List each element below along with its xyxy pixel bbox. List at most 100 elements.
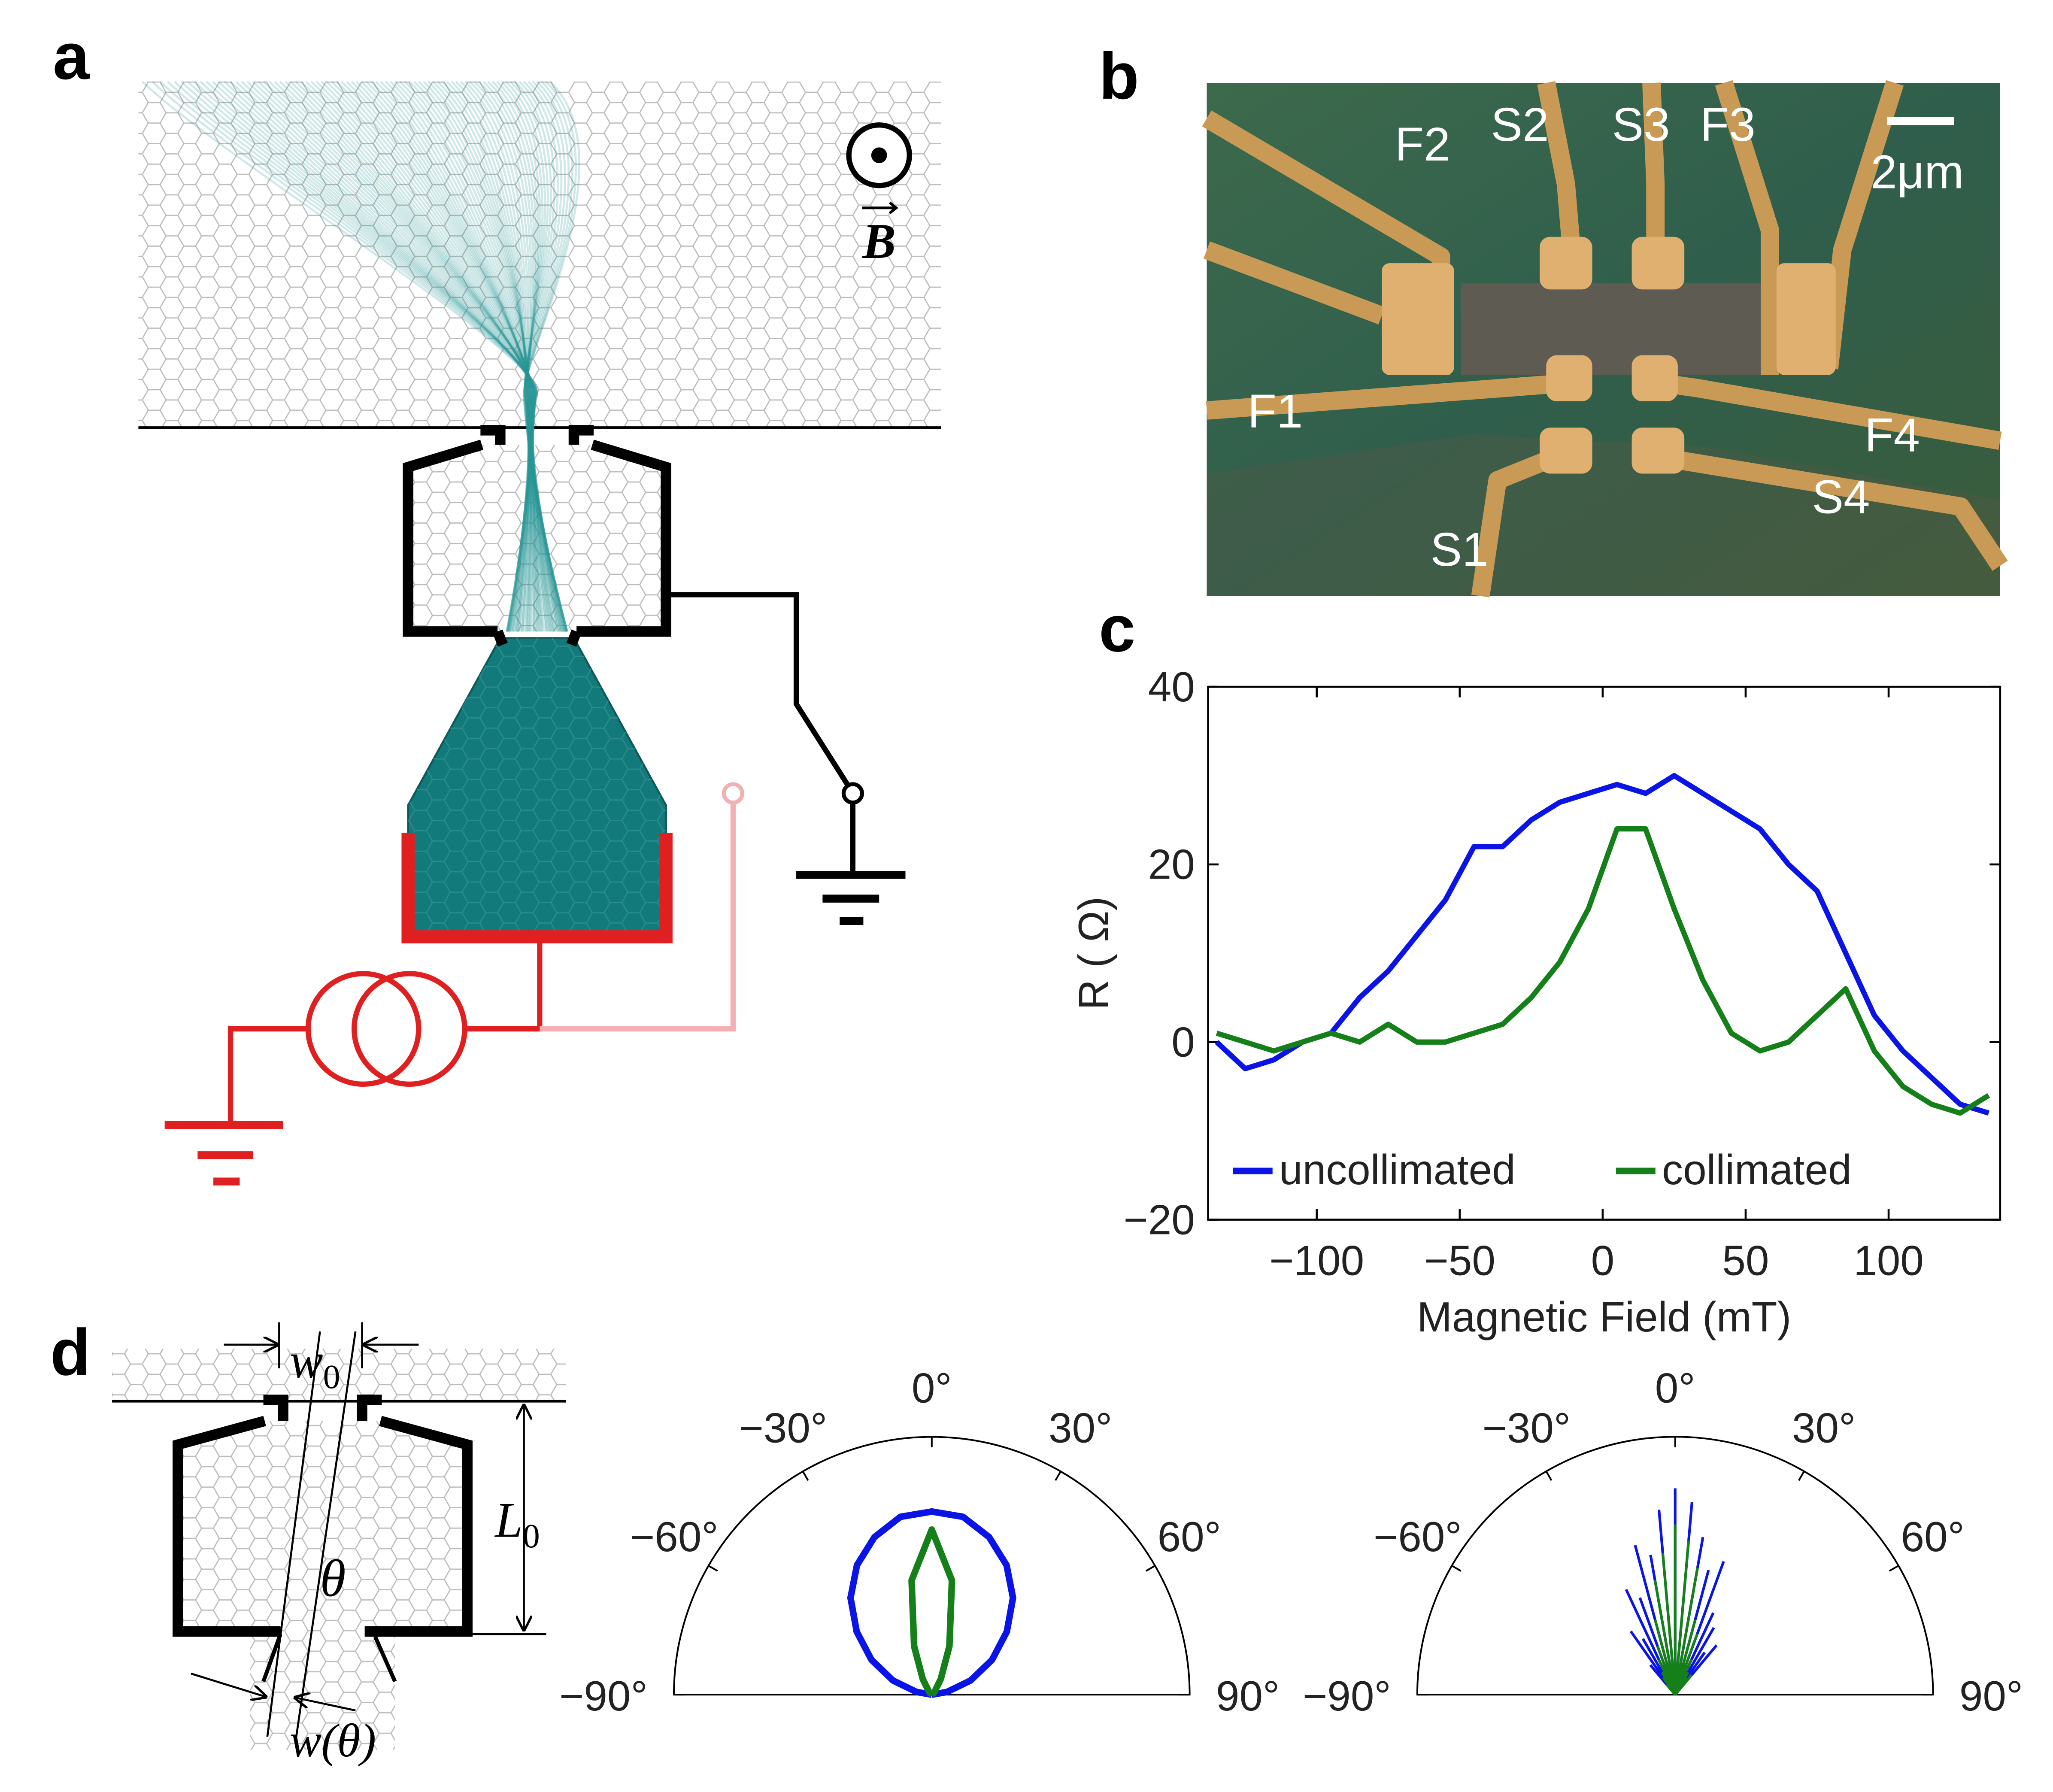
trajectory — [290, 81, 534, 632]
current-source — [351, 971, 467, 1087]
y-tick-label: 40 — [1148, 663, 1195, 710]
spike — [1674, 1567, 1699, 1695]
terminal — [722, 782, 744, 805]
panel-label: c — [1099, 592, 1135, 665]
ground — [796, 871, 906, 925]
contact-label: S4 — [1812, 470, 1870, 523]
wire — [227, 937, 543, 1125]
trajectory — [279, 81, 542, 632]
l0-sub: 0 — [523, 1517, 540, 1555]
collimator-hook — [263, 1395, 288, 1421]
collimator-wall — [403, 440, 498, 637]
pad — [1631, 355, 1678, 401]
w0-sub: 0 — [323, 1358, 340, 1396]
ground — [164, 1121, 283, 1186]
angle-tick — [1451, 1565, 1462, 1572]
l0-base: L — [494, 1492, 523, 1548]
trajectory — [399, 81, 556, 632]
trajectory — [193, 81, 544, 632]
trajectory — [521, 81, 559, 632]
l0-label: L0 — [494, 1492, 540, 1555]
angle-label: −30° — [739, 1404, 828, 1451]
contact-pads — [1382, 237, 1836, 474]
panel-label: b — [1099, 39, 1139, 113]
trajectory — [413, 81, 567, 632]
contact-label: F2 — [1395, 118, 1450, 171]
series-line — [1216, 826, 1990, 1116]
trajectory — [482, 81, 566, 632]
theta-label: θ — [320, 1549, 346, 1607]
trajectory — [263, 81, 568, 632]
collimator — [173, 1395, 473, 1637]
trajectory — [422, 81, 550, 632]
pad — [1631, 428, 1685, 474]
panel-a: B — [138, 81, 941, 1186]
angle-tick — [708, 1565, 718, 1572]
trajectory — [159, 81, 561, 632]
spike — [1674, 1540, 1690, 1695]
trajectory — [505, 81, 546, 632]
trajectory — [274, 81, 554, 632]
trajectory — [418, 81, 561, 632]
collimator-hook — [480, 425, 506, 445]
trajectory — [523, 81, 563, 632]
trajectory — [389, 81, 532, 632]
dimension-arrow — [191, 1672, 267, 1697]
trajectory — [473, 81, 566, 632]
charts: −20 0 20 40 −100 −50 0 50 100 uncollimated collima… — [559, 663, 2023, 1719]
legend-label: collimated — [1662, 1146, 1852, 1193]
pad — [1539, 428, 1592, 474]
trajectory — [446, 81, 531, 632]
angle-label: −90° — [559, 1672, 648, 1719]
electrode — [1537, 81, 1582, 264]
collimator-wall — [576, 440, 671, 637]
x-tick-label: 100 — [1853, 1237, 1924, 1284]
trajectory — [404, 81, 564, 632]
trajectory — [500, 81, 544, 632]
trajectory — [187, 81, 555, 632]
annotation-lines — [191, 1322, 546, 1737]
y-tick-label: −20 — [1123, 1196, 1195, 1243]
graphene-sheet — [178, 1421, 467, 1750]
trajectory — [469, 81, 558, 632]
collimator-hook — [357, 1395, 382, 1421]
trajectory — [321, 81, 543, 632]
graphene-sheet — [138, 82, 941, 428]
contact-label: S1 — [1431, 523, 1489, 576]
collimator-tip — [261, 1633, 282, 1683]
x-axis-label: Magnetic Field (mT) — [1417, 1293, 1791, 1340]
collimator-tip — [566, 629, 582, 647]
spike — [1653, 1580, 1677, 1695]
trajectory — [506, 81, 549, 632]
trajectory — [300, 81, 534, 632]
trajectory — [218, 81, 537, 632]
trajectory — [141, 81, 538, 632]
trajectory — [506, 81, 552, 632]
graphene-sheet — [112, 1348, 566, 1401]
trajectory — [432, 81, 531, 632]
angle-label: 90° — [1216, 1672, 1280, 1719]
angle-label: 30° — [1792, 1404, 1856, 1451]
trajectory — [464, 81, 546, 632]
trajectory — [496, 81, 542, 632]
electrode — [1203, 241, 1385, 324]
angle-label: −60° — [1374, 1513, 1462, 1560]
current-source — [305, 971, 422, 1087]
angle-label: −30° — [1483, 1404, 1571, 1451]
trajectory — [284, 81, 534, 632]
angle-label: 30° — [1049, 1404, 1112, 1451]
contact-label: F3 — [1700, 98, 1756, 151]
collimator-wall — [364, 1416, 473, 1637]
electrode — [1642, 82, 1665, 264]
trajectory — [523, 81, 566, 632]
trajectory — [385, 81, 532, 632]
field-symbol-dot — [871, 147, 887, 164]
trajectory — [212, 81, 537, 632]
collimator-tip — [492, 629, 508, 647]
w0-label: w0 — [290, 1333, 340, 1396]
collimator-hook — [568, 425, 594, 445]
vector-arrow — [862, 201, 898, 214]
trajectory — [523, 81, 570, 632]
